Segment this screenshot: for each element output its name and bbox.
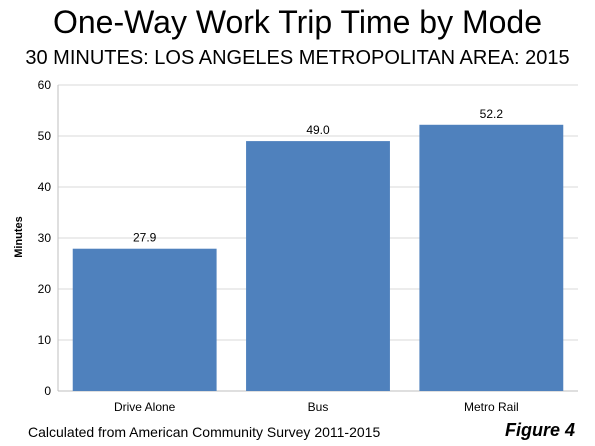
y-axis-label: Minutes bbox=[13, 216, 25, 258]
figure-label: Figure 4 bbox=[504, 420, 575, 440]
data-label: 27.9 bbox=[133, 231, 157, 245]
y-tick-label: 20 bbox=[38, 282, 52, 296]
y-tick-label: 60 bbox=[38, 78, 52, 92]
category-label: Drive Alone bbox=[114, 400, 176, 414]
y-axis-ticks: 0 10 20 30 40 50 60 bbox=[38, 78, 52, 398]
category-labels: Drive Alone Bus Metro Rail bbox=[114, 400, 519, 414]
source-note: Calculated from American Community Surve… bbox=[28, 424, 381, 440]
chart-title: One-Way Work Trip Time by Mode bbox=[52, 4, 542, 40]
y-tick-label: 40 bbox=[38, 180, 52, 194]
y-tick-label: 0 bbox=[44, 384, 51, 398]
chart-subtitle: 30 MINUTES: LOS ANGELES METROPOLITAN ARE… bbox=[25, 47, 570, 69]
bar bbox=[246, 141, 390, 391]
bar bbox=[419, 124, 564, 391]
category-label: Metro Rail bbox=[464, 400, 519, 414]
data-label: 52.2 bbox=[480, 107, 504, 121]
category-label: Bus bbox=[308, 400, 329, 414]
bars bbox=[72, 124, 564, 391]
bar bbox=[72, 248, 217, 391]
y-tick-label: 50 bbox=[38, 129, 52, 143]
y-tick-label: 30 bbox=[38, 231, 52, 245]
data-label: 49.0 bbox=[306, 123, 330, 137]
data-labels: 27.9 49.0 52.2 bbox=[133, 107, 503, 245]
y-tick-label: 10 bbox=[38, 333, 52, 347]
